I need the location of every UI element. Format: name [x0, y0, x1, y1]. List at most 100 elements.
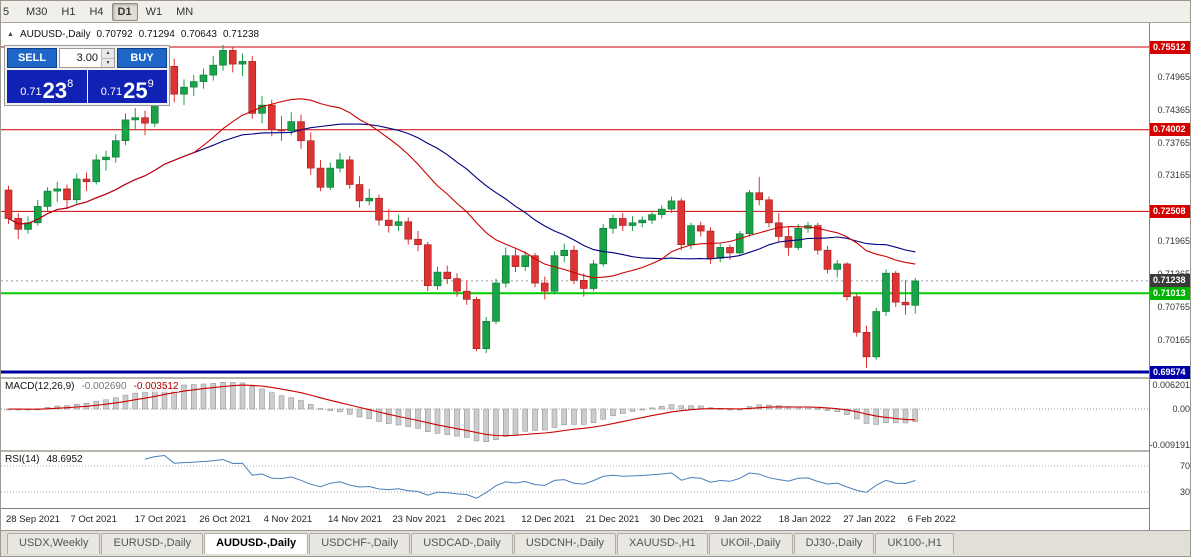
sell-price-display[interactable]: 0.71 23 8	[7, 70, 87, 103]
candle-body	[843, 263, 851, 297]
candle-body	[579, 279, 588, 289]
tab-ukoil-daily[interactable]: UKOil-,Daily	[708, 533, 793, 554]
candle-body	[599, 228, 608, 265]
tab-usdcad-daily[interactable]: USDCAD-,Daily	[411, 533, 513, 554]
ohlc-low: 0.70643	[180, 29, 217, 40]
macd-signal-line	[8, 384, 916, 437]
candle-body	[472, 299, 481, 349]
price-tick: 0.73165	[1157, 170, 1190, 181]
rsi-indicator-pane[interactable]: RSI(14) 48.6952	[1, 452, 1149, 508]
rsi-chart[interactable]	[1, 452, 1149, 508]
candle-body	[111, 140, 120, 158]
macd-bar	[454, 408, 460, 437]
macd-bar	[327, 408, 333, 411]
timeframe-d1[interactable]: D1	[111, 2, 138, 21]
macd-value-signal: -0.003512	[133, 381, 179, 392]
candle-body	[589, 263, 598, 289]
candle-body	[92, 159, 101, 183]
candle-body	[180, 86, 188, 95]
chart-tab-bar: USDX,Weekly EURUSD-,Daily AUDUSD-,Daily USD…	[1, 530, 1190, 556]
macd-bar	[317, 408, 324, 410]
macd-bar	[785, 406, 792, 410]
price-tick: 0.74365	[1157, 104, 1190, 115]
macd-bar	[600, 408, 606, 420]
candle-body	[540, 282, 549, 292]
macd-bar	[132, 392, 138, 410]
volume-value[interactable]: 3.00	[76, 52, 98, 64]
candle-body	[774, 222, 783, 237]
macd-chart[interactable]	[1, 379, 1149, 450]
timeframe-w1[interactable]: W1	[145, 5, 163, 18]
macd-bar	[542, 408, 548, 431]
buy-price-sup: 9	[147, 78, 154, 90]
candle-body	[755, 192, 764, 201]
tab-eurusd-daily[interactable]: EURUSD-,Daily	[101, 533, 204, 554]
ohlc-close: 0.71238	[222, 29, 260, 40]
chart-title: ▲ AUDUSD-,Daily 0.70792 0.71294 0.70643 …	[7, 29, 260, 40]
price-tick: 0.70765	[1157, 301, 1190, 312]
macd-indicator-pane[interactable]: MACD(12,26,9) -0.002690 -0.003512	[1, 379, 1149, 450]
tab-dj30-daily[interactable]: DJ30-,Daily	[793, 533, 875, 554]
macd-bar	[152, 389, 158, 410]
pane-separator[interactable]	[1, 377, 1149, 379]
volume-down-button[interactable]: ▼	[102, 58, 114, 67]
candle-body	[189, 81, 198, 88]
tab-usdchf-daily[interactable]: USDCHF-,Daily	[309, 533, 411, 554]
price-chart-pane[interactable]: ▲ AUDUSD-,Daily 0.70792 0.71294 0.70643 …	[1, 23, 1149, 377]
price-axis[interactable]: 0.74965 0.74365 0.73765 0.73165 0.71965 0.713…	[1149, 23, 1190, 530]
volume-up-button[interactable]: ▲	[102, 49, 114, 59]
date-label: 4 Nov 2021	[263, 514, 313, 525]
candle-body	[570, 249, 578, 281]
sell-button[interactable]: SELL	[7, 48, 57, 68]
buy-price-display[interactable]: 0.71 25 9	[87, 70, 167, 103]
candle-body	[345, 159, 354, 185]
timeframe-h4[interactable]: H4	[89, 5, 104, 18]
candle-body	[82, 178, 91, 183]
timeframe-5[interactable]: 5	[2, 5, 10, 18]
candle-body	[4, 189, 13, 219]
tab-usdcnh-daily[interactable]: USDCNH-,Daily	[513, 533, 617, 554]
tab-audusd-daily[interactable]: AUDUSD-,Daily	[204, 533, 309, 554]
timeframe-mn[interactable]: MN	[176, 5, 194, 18]
date-label: 30 Dec 2021	[650, 514, 704, 525]
price-tick: 0.74965	[1157, 71, 1190, 82]
macd-bar	[883, 408, 889, 423]
candle-body	[901, 301, 910, 306]
candle-body	[784, 236, 793, 248]
candle-body	[852, 296, 861, 333]
macd-name: MACD(12,26,9)	[5, 381, 75, 392]
candle-body	[355, 184, 364, 202]
macd-bar	[815, 408, 821, 410]
candle-body	[375, 197, 383, 221]
buy-button[interactable]: BUY	[117, 48, 167, 68]
candle-body	[170, 65, 179, 95]
tab-xauusd-h1[interactable]: XAUUSD-,H1	[617, 533, 708, 554]
volume-input[interactable]: 3.00 ▲ ▼	[59, 48, 115, 68]
macd-bar	[230, 382, 236, 410]
tab-uk100-h1[interactable]: UK100-,H1	[875, 533, 954, 554]
macd-bar	[620, 408, 626, 414]
pane-separator[interactable]	[1, 450, 1149, 452]
macd-bar	[142, 391, 148, 410]
chart-marker-icon: ▲	[7, 31, 14, 38]
timeframe-h1[interactable]: H1	[61, 5, 76, 18]
candlestick-chart[interactable]	[1, 23, 1149, 377]
date-label: 23 Nov 2021	[392, 514, 447, 525]
candle-body	[648, 214, 656, 221]
timeframe-m30[interactable]: M30	[26, 5, 48, 18]
candle-body	[823, 249, 832, 270]
macd-bar	[610, 408, 616, 417]
date-axis[interactable]: 28 Sep 2021 7 Oct 2021 17 Oct 2021 26 Oct 2…	[1, 508, 1149, 530]
candle-body	[911, 280, 920, 306]
candle-body	[882, 272, 890, 312]
tab-usdx-weekly[interactable]: USDX,Weekly	[7, 533, 101, 554]
macd-axis-label: 0.00	[1172, 404, 1190, 414]
date-label: 12 Dec 2021	[521, 514, 576, 525]
macd-bar	[493, 408, 499, 441]
price-badge: 0.71013	[1150, 286, 1190, 300]
macd-bar	[464, 408, 470, 438]
macd-value-main: -0.002690	[81, 381, 127, 392]
candle-body	[862, 331, 871, 358]
price-tick: 0.70165	[1157, 334, 1190, 345]
macd-bar	[522, 408, 528, 432]
